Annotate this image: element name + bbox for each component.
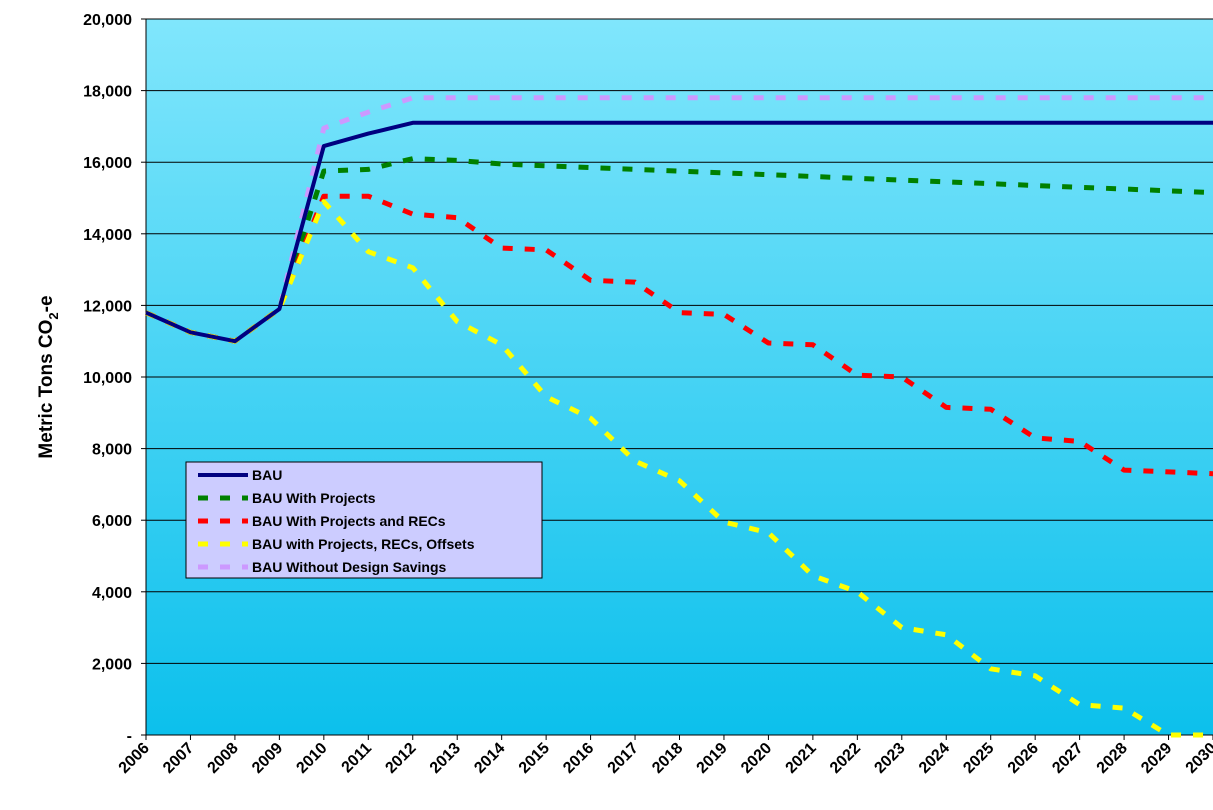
x-tick-label: 2025 — [960, 740, 997, 777]
y-tick-label: 10,000 — [83, 370, 132, 387]
series-line-2 — [144, 193, 1213, 477]
series-line-4 — [144, 95, 1213, 344]
x-tick-label: 2029 — [1138, 740, 1175, 777]
x-tick-label: 2010 — [293, 740, 330, 777]
x-tick-label: 2024 — [916, 740, 953, 777]
legend-label: BAU — [252, 467, 282, 483]
x-tick-label: 2012 — [382, 740, 419, 777]
x-tick-label: 2008 — [205, 740, 242, 777]
series-line-1 — [144, 156, 1213, 344]
x-tick-label: 2023 — [871, 740, 908, 777]
x-tick-label: 2027 — [1049, 740, 1086, 777]
y-axis-label: Metric Tons CO2-e — [36, 295, 61, 458]
y-tick-label: 12,000 — [83, 298, 132, 315]
series-line-0 — [145, 120, 1213, 344]
y-axis-label-sub: 2 — [46, 312, 61, 319]
x-tick-label: 2014 — [471, 740, 508, 777]
y-axis-label-main: Metric Tons CO — [36, 320, 57, 459]
x-tick-label: 2006 — [116, 740, 153, 777]
legend: BAU BAU With Projects BAU With Projects an… — [185, 461, 543, 579]
legend-label: BAU Without Design Savings — [252, 559, 447, 575]
legend-label: BAU with Projects, RECs, Offsets — [252, 536, 475, 552]
x-tick-label: 2022 — [827, 740, 864, 777]
x-tick-label: 2011 — [339, 740, 376, 777]
x-tick-label: 2018 — [649, 740, 686, 777]
y-tick-label: 20,000 — [83, 12, 132, 29]
x-tick-label: 2017 — [605, 740, 642, 777]
x-tick-label: 2026 — [1005, 740, 1042, 777]
x-tick-label: 2028 — [1094, 740, 1131, 777]
gridlines — [141, 18, 1213, 736]
y-tick-label: 2,000 — [92, 656, 132, 673]
x-tick-label: 2007 — [160, 740, 197, 777]
y-tick-label: 4,000 — [92, 585, 132, 602]
x-tick-label: 2015 — [516, 740, 553, 777]
x-tick-labels: 2006 2007 2008 2009 2010 2011 2012 2013 2014 2015… — [116, 740, 1213, 777]
x-tick-label: 2009 — [249, 740, 286, 777]
legend-label: BAU With Projects — [252, 490, 376, 506]
series-line-3 — [144, 199, 1213, 738]
y-tick-label: 14,000 — [83, 227, 132, 244]
x-tick-label: 2030 — [1183, 740, 1213, 777]
y-tick-label: 16,000 — [83, 155, 132, 172]
x-tick-label: 2020 — [738, 740, 775, 777]
y-axis-label-tail: -e — [36, 295, 57, 312]
y-tick-labels: - 2,000 4,000 6,000 8,000 10,000 12,000 14,000 1… — [83, 12, 132, 745]
series-lines — [144, 95, 1213, 738]
y-tick-label: 8,000 — [92, 442, 132, 459]
legend-label: BAU With Projects and RECs — [252, 513, 446, 529]
axes — [145, 19, 1213, 740]
y-tick-label: 6,000 — [92, 513, 132, 530]
x-tick-label: 2021 — [783, 740, 820, 777]
y-tick-label: 18,000 — [83, 84, 132, 101]
x-tick-label: 2019 — [694, 740, 731, 777]
x-tick-label: 2013 — [427, 740, 464, 777]
x-tick-label: 2016 — [560, 740, 597, 777]
y-tick-label: - — [127, 728, 132, 745]
